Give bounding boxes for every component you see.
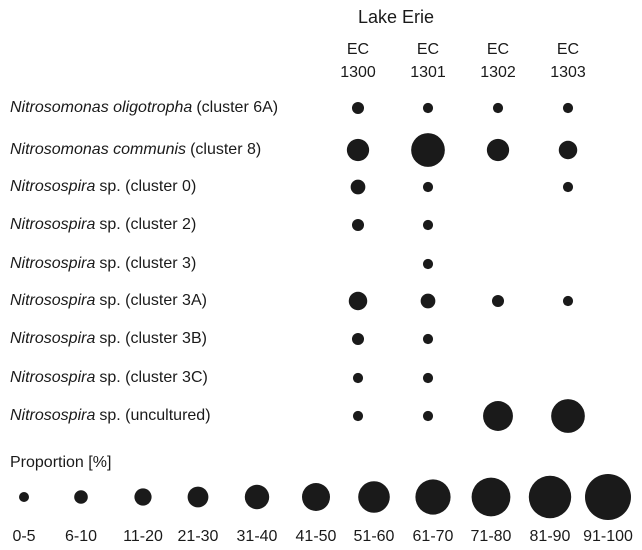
column-label: 1301: [410, 64, 446, 81]
bubble: [551, 399, 585, 433]
row-label-italic: Nitrosospira: [10, 369, 95, 386]
legend-label: 31-40: [237, 528, 278, 545]
legend-label: 11-20: [123, 528, 163, 545]
bubble: [562, 181, 574, 193]
bubble: [346, 138, 370, 162]
legend-label: 51-60: [354, 528, 395, 545]
legend-bubble: [528, 475, 572, 519]
legend-bubble: [187, 486, 209, 508]
row-label: Nitrosospira sp. (cluster 3C): [10, 369, 208, 386]
row-label: Nitrosospira sp. (cluster 3): [10, 255, 196, 272]
row-label: Nitrosospira sp. (cluster 3B): [10, 330, 207, 347]
bubble: [351, 101, 365, 115]
row-label-rest: (cluster 6A): [196, 99, 278, 116]
bubble: [491, 294, 505, 308]
legend-label: 81-90: [530, 528, 571, 545]
row-label-italic: Nitrosospira: [10, 407, 95, 424]
legend-label: 91-100: [583, 528, 633, 545]
column-label: 1303: [550, 64, 586, 81]
bubble: [352, 410, 364, 422]
row-label-italic: Nitrosospira: [10, 330, 95, 347]
row-label-italic: Nitrosospira: [10, 178, 95, 195]
bubble: [558, 140, 578, 160]
row-label-rest: sp. (cluster 0): [99, 178, 196, 195]
bubble: [348, 291, 368, 311]
column-label: 1302: [480, 64, 516, 81]
bubble: [422, 258, 434, 270]
legend-label: 71-80: [471, 528, 512, 545]
legend-label: 61-70: [413, 528, 454, 545]
bubble: [351, 332, 365, 346]
row-label: Nitrosospira sp. (cluster 0): [10, 178, 196, 195]
column-label: EC: [347, 41, 369, 58]
row-label: Nitrosospira sp. (uncultured): [10, 407, 211, 424]
row-label-italic: Nitrosomonas communis: [10, 141, 186, 158]
bubble: [492, 102, 504, 114]
legend-label: 21-30: [178, 528, 219, 545]
column-label: EC: [417, 41, 439, 58]
row-label-italic: Nitrosospira: [10, 292, 95, 309]
bubble: [483, 401, 513, 431]
row-label-italic: Nitrosomonas oligotropha: [10, 99, 192, 116]
row-label-rest: sp. (cluster 2): [99, 216, 196, 233]
bubble: [486, 138, 510, 162]
legend-label: 0-5: [12, 528, 35, 545]
legend-bubble: [74, 490, 88, 504]
chart-title: Lake Erie: [358, 7, 434, 27]
legend-bubble: [244, 484, 270, 510]
row-label-rest: sp. (cluster 3A): [99, 292, 207, 309]
legend-title: Proportion [%]: [10, 454, 111, 471]
legend-label: 6-10: [65, 528, 97, 545]
bubble: [351, 218, 365, 232]
bubble: [422, 333, 434, 345]
legend-bubble: [471, 477, 511, 517]
row-label: Nitrosospira sp. (cluster 2): [10, 216, 196, 233]
bubble: [422, 181, 434, 193]
bubble: [562, 295, 574, 307]
bubble: [422, 102, 434, 114]
bubble: [420, 293, 436, 309]
row-label-rest: sp. (uncultured): [99, 407, 210, 424]
column-label: EC: [557, 41, 579, 58]
bubble: [350, 179, 366, 195]
bubble: [562, 102, 574, 114]
legend-bubble: [585, 474, 631, 520]
row-label-rest: sp. (cluster 3B): [99, 330, 207, 347]
row-label-rest: (cluster 8): [190, 141, 261, 158]
legend-bubble: [302, 483, 330, 511]
bubble: [422, 410, 434, 422]
legend-label: 41-50: [296, 528, 337, 545]
legend-bubble: [358, 481, 390, 513]
row-label: Nitrosomonas oligotropha (cluster 6A): [10, 99, 278, 116]
row-label-rest: sp. (cluster 3): [99, 255, 196, 272]
column-label: 1300: [340, 64, 376, 81]
legend-bubble: [415, 479, 451, 515]
bubble: [411, 133, 445, 167]
bubble: [422, 219, 434, 231]
row-label-italic: Nitrosospira: [10, 255, 95, 272]
row-label-italic: Nitrosospira: [10, 216, 95, 233]
bubble: [422, 372, 434, 384]
legend-bubble: [134, 488, 152, 506]
legend-bubble: [19, 492, 29, 502]
row-label-rest: sp. (cluster 3C): [99, 369, 207, 386]
bubble: [352, 372, 364, 384]
row-label: Nitrosospira sp. (cluster 3A): [10, 292, 207, 309]
column-label: EC: [487, 41, 509, 58]
row-label: Nitrosomonas communis (cluster 8): [10, 141, 261, 158]
